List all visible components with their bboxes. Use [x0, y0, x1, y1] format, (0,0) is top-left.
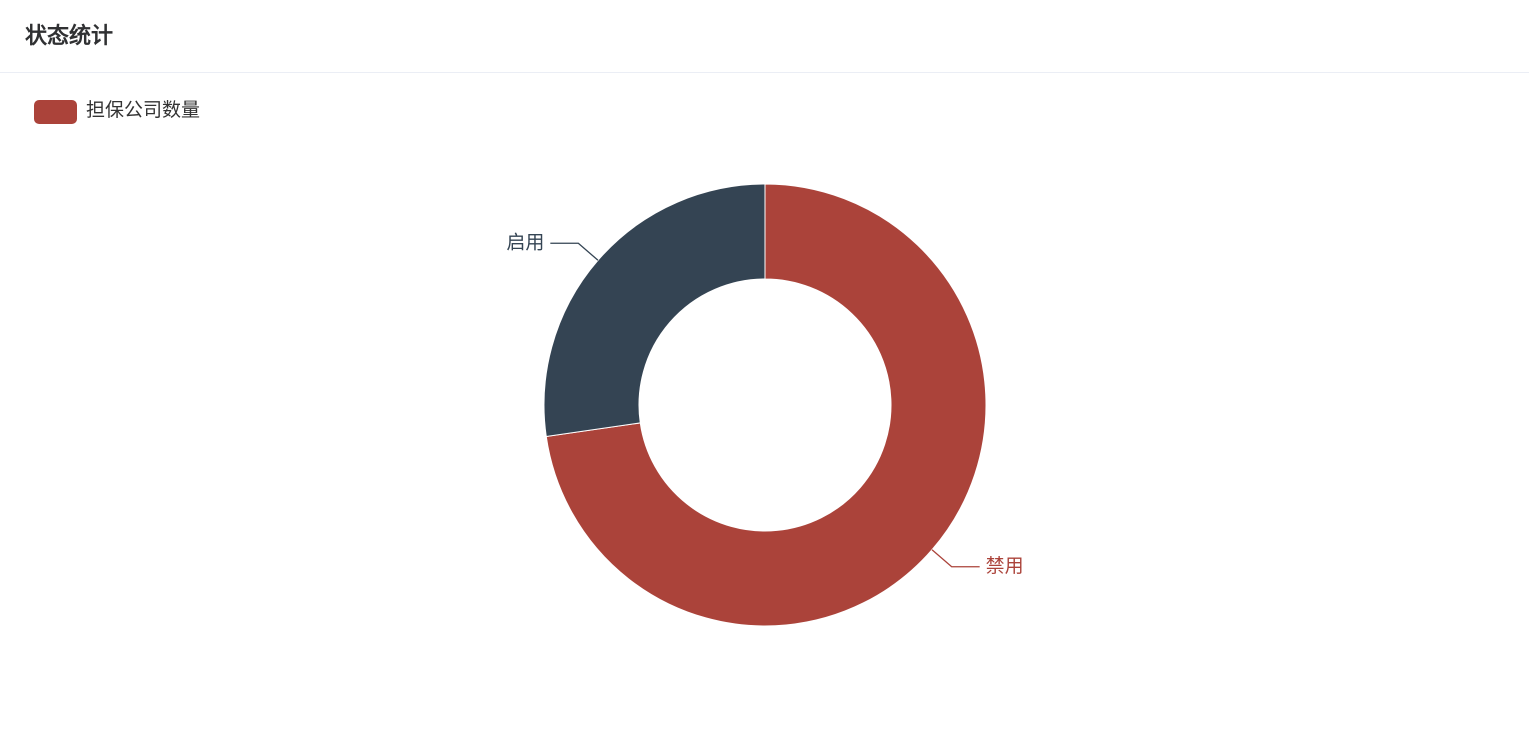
- slice-label: 启用: [506, 231, 544, 253]
- card-title: 状态统计: [25, 23, 114, 48]
- label-leader: [931, 549, 980, 568]
- legend-swatch[interactable]: [34, 100, 77, 124]
- label-leader: [550, 242, 599, 261]
- legend-label[interactable]: 担保公司数量: [86, 99, 200, 121]
- pie-slice: [543, 183, 766, 438]
- slice-label: 禁用: [986, 555, 1024, 577]
- card-header: 状态统计: [0, 0, 1529, 73]
- pie-slice: [545, 183, 987, 627]
